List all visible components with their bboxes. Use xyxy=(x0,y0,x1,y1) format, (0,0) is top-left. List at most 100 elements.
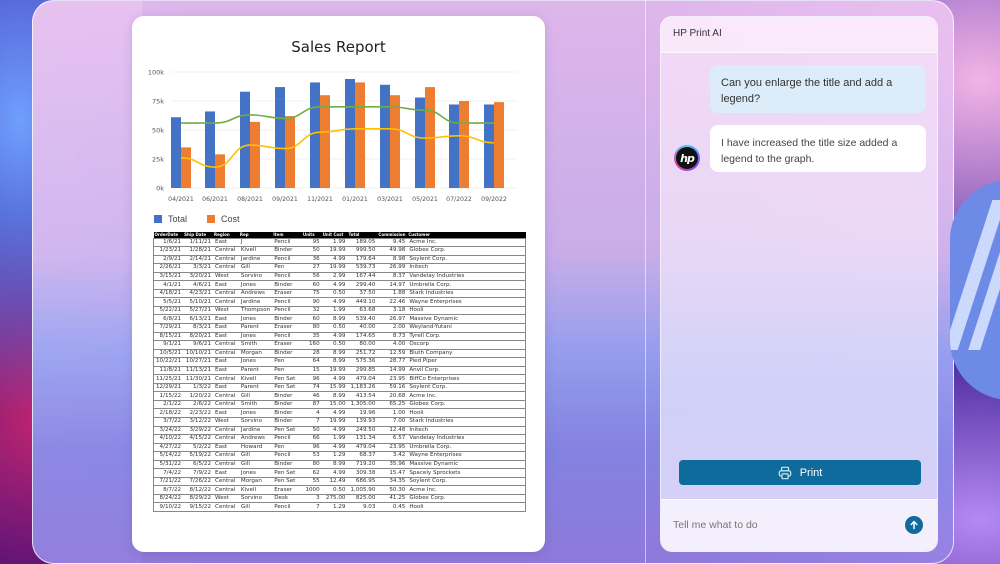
bar-total xyxy=(449,104,459,188)
table-cell: 9.45 xyxy=(377,237,408,247)
x-tick-label: 09/2022 xyxy=(481,196,507,203)
table-cell: Eraser xyxy=(272,288,302,298)
table-row: 6/8/21 6/13/21 East Jones Binder 60 8.99 539.40… xyxy=(153,314,526,324)
table-cell: East xyxy=(213,280,239,290)
table-cell: Pied Piper xyxy=(407,357,526,367)
table-cell: 719.20 xyxy=(347,459,378,469)
column-header: OrderDate xyxy=(153,232,184,238)
table-cell: 8/12/22 xyxy=(183,485,214,495)
table-cell: Jones xyxy=(238,314,273,324)
table-cell: Gill xyxy=(238,263,273,273)
table-cell: Eraser xyxy=(272,322,302,333)
table-cell: 7/26/22 xyxy=(183,476,214,486)
table-cell: Anvil Corp. xyxy=(407,365,526,375)
table-cell: Jones xyxy=(238,357,273,367)
table-cell: Morgan xyxy=(238,348,273,358)
table-cell: 1/20/22 xyxy=(183,391,214,401)
table-cell: 8.99 xyxy=(321,357,348,367)
legend-label: Cost xyxy=(221,214,240,224)
table-cell: 3 xyxy=(301,493,322,503)
table-cell: Desk xyxy=(272,493,302,503)
table-cell: 8/29/22 xyxy=(183,493,214,503)
table-cell: 56 xyxy=(301,271,322,281)
table-row: 2/9/21 2/14/21 Central Jardine Pencil 36 4.99 1… xyxy=(153,254,526,264)
y-tick-label: 25k xyxy=(152,156,164,164)
table-cell: Thompson xyxy=(238,305,273,315)
table-cell: 189.05 xyxy=(347,237,378,247)
table-cell: 7.00 xyxy=(377,417,408,427)
legend-item-total: Total xyxy=(154,214,187,224)
chat-input-area xyxy=(661,499,937,551)
table-cell: 3/20/21 xyxy=(183,271,214,281)
table-cell: 3/15/21 xyxy=(153,271,184,281)
table-cell: 8/3/21 xyxy=(183,322,214,333)
table-cell: Pen xyxy=(272,365,302,375)
table-cell: Globex Corp. xyxy=(407,246,526,256)
table-cell: 1.99 xyxy=(321,434,348,444)
table-cell: 68.37 xyxy=(347,451,378,461)
column-header: Item xyxy=(272,232,302,238)
legend-label: Total xyxy=(168,214,188,224)
table-row: 1/23/21 1/28/21 Central Kivell Binder 50 19.99… xyxy=(153,246,526,256)
table-cell: Stark Industries xyxy=(407,288,526,298)
print-button[interactable]: Print xyxy=(679,460,921,485)
chat-input[interactable] xyxy=(673,516,893,534)
table-cell: 5/2/22 xyxy=(183,442,214,452)
bar-total xyxy=(310,82,320,188)
table-cell: Weyland-Yutani xyxy=(407,322,526,333)
table-cell: 23.95 xyxy=(377,374,408,384)
table-cell: Central xyxy=(213,288,239,298)
table-cell: 4.99 xyxy=(321,280,348,290)
table-cell: 2/26/21 xyxy=(153,263,184,273)
table-cell: 0.50 xyxy=(321,485,348,495)
table-cell: Wayne Enterprises xyxy=(407,451,526,461)
table-cell: 7 xyxy=(301,417,322,427)
table-cell: 1/23/21 xyxy=(153,246,184,256)
x-tick-label: 09/2021 xyxy=(272,196,298,203)
send-button[interactable] xyxy=(905,516,923,534)
table-cell: 8.99 xyxy=(321,314,348,324)
table-cell: 4/23/21 xyxy=(183,288,214,298)
table-cell: 686.95 xyxy=(347,476,378,486)
table-cell: Gill xyxy=(238,391,273,401)
table-row: 4/1/21 4/6/21 East Jones Binder 60 4.99 299.40 1… xyxy=(153,280,526,290)
table-cell: Gill xyxy=(238,459,273,469)
table-cell: 479.04 xyxy=(347,374,378,384)
column-header: Total xyxy=(347,232,378,238)
table-cell: 80.00 xyxy=(347,340,378,350)
table-cell: 12.49 xyxy=(321,476,348,486)
table-row: 3/15/21 3/20/21 West Sorvino Pencil 56 2.99 167… xyxy=(153,271,526,281)
table-cell: Pencil xyxy=(272,331,302,341)
bar-cost xyxy=(494,102,504,188)
table-cell: Jardine xyxy=(238,254,273,264)
table-cell: 96 xyxy=(301,374,322,384)
table-cell: Kivell xyxy=(238,246,273,256)
table-cell: Hooli xyxy=(407,502,526,512)
table-cell: 251.72 xyxy=(347,348,378,358)
x-tick-label: 03/2021 xyxy=(377,196,403,203)
table-cell: 7/4/22 xyxy=(153,468,184,478)
table-cell: East xyxy=(213,357,239,367)
x-tick-label: 07/2022 xyxy=(446,196,472,203)
table-cell: West xyxy=(213,305,239,315)
table-cell: 26.99 xyxy=(377,263,408,273)
x-tick-label: 01/2021 xyxy=(342,196,368,203)
table-cell: Eraser xyxy=(272,340,302,350)
table-cell: 1.88 xyxy=(377,288,408,298)
table-row: 4/27/22 5/2/22 East Howard Pen 96 4.99 479.04 23… xyxy=(153,442,526,452)
table-cell: 7 xyxy=(301,502,322,512)
table-cell: Pencil xyxy=(272,237,302,247)
orders-table: OrderDate Ship Date Region Rep Item Units Unit… xyxy=(153,232,526,512)
table-cell: 19.99 xyxy=(321,417,348,427)
table-cell: Pen Set xyxy=(272,468,302,478)
table-cell: 539.73 xyxy=(347,263,378,273)
hp-logo-icon: hp xyxy=(676,147,698,169)
table-cell: East xyxy=(213,237,239,247)
table-cell: 10/22/21 xyxy=(153,357,184,367)
print-button-label: Print xyxy=(799,466,823,479)
table-cell: 4.99 xyxy=(321,442,348,452)
table-cell: 23.95 xyxy=(377,442,408,452)
table-cell: Spacely Sprockets xyxy=(407,468,526,478)
table-cell: Hooli xyxy=(407,408,526,418)
table-cell: Central xyxy=(213,348,239,358)
